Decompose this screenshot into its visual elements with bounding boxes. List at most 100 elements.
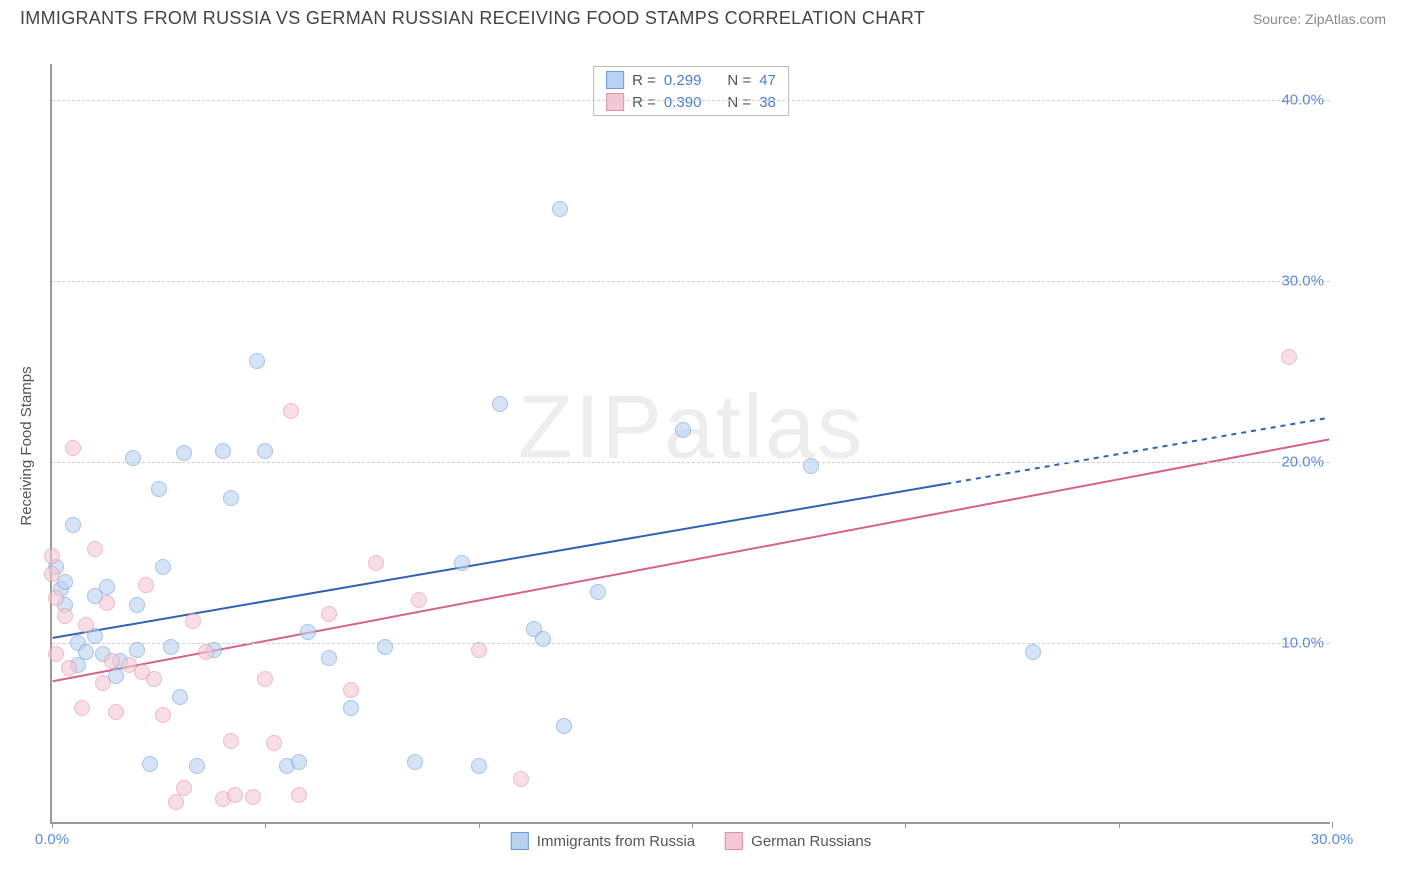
r-value-ru: 0.299: [664, 72, 702, 89]
scatter-point-ru: [155, 559, 171, 575]
scatter-point-gr: [99, 595, 115, 611]
scatter-point-ru: [78, 644, 94, 660]
y-tick-label: 30.0%: [1281, 273, 1324, 290]
y-tick-label: 10.0%: [1281, 635, 1324, 652]
x-tick-mark: [52, 822, 53, 828]
scatter-point-gr: [57, 608, 73, 624]
scatter-point-ru: [454, 555, 470, 571]
scatter-point-ru: [377, 639, 393, 655]
scatter-point-gr: [44, 548, 60, 564]
x-tick-mark: [1119, 822, 1120, 828]
scatter-point-gr: [48, 590, 64, 606]
chart-title: IMMIGRANTS FROM RUSSIA VS GERMAN RUSSIAN…: [20, 8, 925, 29]
legend-item-gr: German Russians: [725, 832, 871, 850]
gridline-h: [52, 643, 1330, 644]
legend-series-box: Immigrants from Russia German Russians: [511, 832, 871, 850]
n-prefix: N =: [727, 72, 751, 89]
scatter-point-gr: [146, 671, 162, 687]
scatter-point-ru: [321, 650, 337, 666]
source-prefix: Source:: [1253, 11, 1305, 27]
scatter-point-gr: [61, 660, 77, 676]
trend-lines-svg: [52, 64, 1330, 822]
scatter-point-ru: [65, 517, 81, 533]
scatter-point-gr: [95, 675, 111, 691]
scatter-point-ru: [215, 443, 231, 459]
scatter-point-gr: [227, 787, 243, 803]
scatter-point-ru: [1025, 644, 1041, 660]
scatter-point-ru: [172, 689, 188, 705]
scatter-point-ru: [129, 642, 145, 658]
scatter-point-ru: [163, 639, 179, 655]
trend-line-dashed-ru: [946, 418, 1329, 484]
scatter-point-gr: [87, 541, 103, 557]
scatter-point-ru: [300, 624, 316, 640]
y-axis-label: Receiving Food Stamps: [18, 366, 35, 525]
scatter-point-ru: [151, 481, 167, 497]
x-tick-mark: [479, 822, 480, 828]
scatter-point-gr: [44, 566, 60, 582]
scatter-point-ru: [535, 631, 551, 647]
scatter-point-gr: [513, 771, 529, 787]
scatter-point-ru: [99, 579, 115, 595]
x-tick-mark: [265, 822, 266, 828]
legend-item-ru: Immigrants from Russia: [511, 832, 695, 850]
scatter-point-gr: [257, 671, 273, 687]
scatter-point-ru: [223, 490, 239, 506]
scatter-point-ru: [556, 718, 572, 734]
scatter-point-gr: [1281, 349, 1297, 365]
gridline-h: [52, 100, 1330, 101]
legend-label-gr: German Russians: [751, 833, 871, 850]
source-label: Source: ZipAtlas.com: [1253, 11, 1386, 27]
scatter-point-gr: [321, 606, 337, 622]
n-prefix-2: N =: [727, 94, 751, 111]
scatter-point-ru: [471, 758, 487, 774]
n-value-gr: 38: [759, 94, 776, 111]
scatter-point-gr: [223, 733, 239, 749]
scatter-point-ru: [249, 353, 265, 369]
legend-stats-row-gr: R = 0.390 N = 38: [596, 91, 786, 113]
legend-stats-row-ru: R = 0.299 N = 47: [596, 69, 786, 91]
scatter-point-gr: [74, 700, 90, 716]
scatter-point-gr: [198, 644, 214, 660]
scatter-point-ru: [407, 754, 423, 770]
scatter-point-gr: [368, 555, 384, 571]
scatter-point-gr: [176, 780, 192, 796]
source-name: ZipAtlas.com: [1305, 11, 1386, 27]
x-tick-mark: [692, 822, 693, 828]
scatter-point-ru: [176, 445, 192, 461]
scatter-point-ru: [257, 443, 273, 459]
scatter-point-ru: [803, 458, 819, 474]
scatter-point-ru: [129, 597, 145, 613]
x-tick-mark: [1332, 822, 1333, 828]
scatter-point-gr: [291, 787, 307, 803]
x-tick-mark: [905, 822, 906, 828]
swatch-ru: [606, 71, 624, 89]
scatter-point-ru: [142, 756, 158, 772]
scatter-point-gr: [78, 617, 94, 633]
scatter-point-gr: [185, 613, 201, 629]
r-value-gr: 0.390: [664, 94, 702, 111]
x-tick-label: 30.0%: [1311, 831, 1354, 848]
trend-line-gr: [53, 439, 1330, 681]
scatter-point-gr: [168, 794, 184, 810]
scatter-point-ru: [675, 422, 691, 438]
scatter-point-gr: [155, 707, 171, 723]
swatch-gr-2: [725, 832, 743, 850]
gridline-h: [52, 462, 1330, 463]
swatch-gr: [606, 93, 624, 111]
scatter-point-ru: [552, 201, 568, 217]
scatter-point-ru: [291, 754, 307, 770]
swatch-ru-2: [511, 832, 529, 850]
scatter-point-ru: [125, 450, 141, 466]
scatter-point-gr: [343, 682, 359, 698]
y-tick-label: 20.0%: [1281, 454, 1324, 471]
scatter-point-gr: [108, 704, 124, 720]
y-tick-label: 40.0%: [1281, 92, 1324, 109]
n-value-ru: 47: [759, 72, 776, 89]
scatter-point-gr: [65, 440, 81, 456]
plot-area: ZIPatlas R = 0.299 N = 47 R = 0.390 N = …: [50, 64, 1330, 824]
scatter-point-ru: [492, 396, 508, 412]
r-prefix-2: R =: [632, 94, 656, 111]
scatter-point-gr: [104, 653, 120, 669]
legend-label-ru: Immigrants from Russia: [537, 833, 695, 850]
